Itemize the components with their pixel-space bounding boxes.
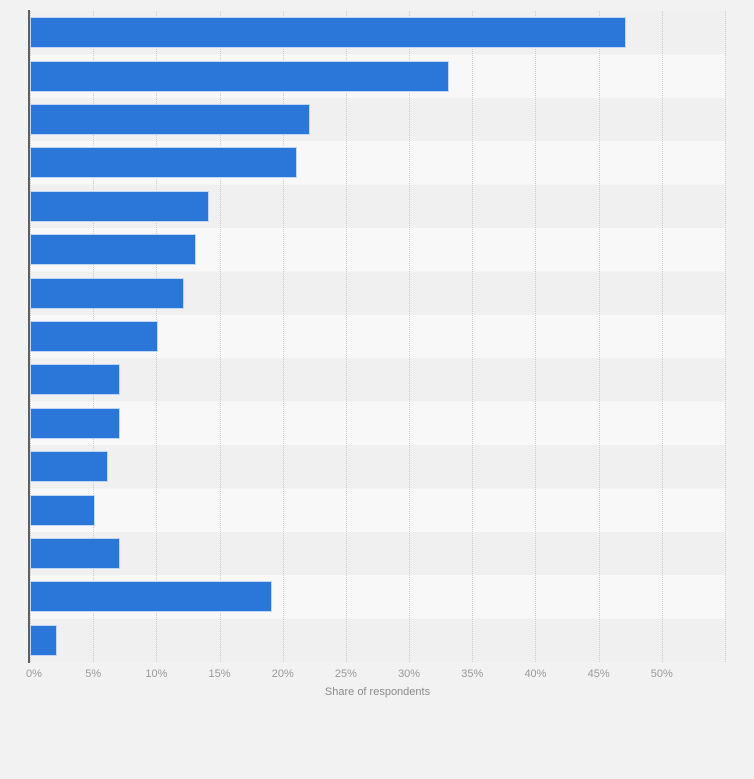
gridline bbox=[472, 11, 474, 662]
bar[interactable] bbox=[30, 581, 273, 613]
bar[interactable] bbox=[30, 321, 159, 353]
x-axis-tick: 45% bbox=[587, 668, 610, 680]
x-axis-tick: 30% bbox=[398, 668, 421, 680]
gridline bbox=[345, 11, 347, 662]
chart-row bbox=[30, 11, 725, 54]
bar[interactable] bbox=[30, 147, 298, 179]
bar[interactable] bbox=[30, 451, 108, 483]
bar[interactable] bbox=[30, 538, 121, 570]
x-axis-tick: 10% bbox=[145, 668, 168, 680]
bar[interactable] bbox=[30, 277, 184, 309]
chart-row bbox=[30, 532, 725, 575]
x-axis-tick: 35% bbox=[461, 668, 484, 680]
chart-row bbox=[30, 402, 725, 445]
gridline bbox=[661, 11, 663, 662]
x-axis-tick: 20% bbox=[271, 668, 294, 680]
chart-row bbox=[30, 271, 725, 314]
x-axis-tick: 25% bbox=[334, 668, 357, 680]
bar[interactable] bbox=[30, 494, 96, 526]
chart-row bbox=[30, 185, 725, 228]
x-axis-tick: 40% bbox=[524, 668, 547, 680]
x-axis-tick: 15% bbox=[208, 668, 231, 680]
chart-row bbox=[30, 98, 725, 141]
y-axis-line bbox=[28, 10, 30, 663]
chart-row bbox=[30, 575, 725, 618]
gridline bbox=[535, 11, 537, 662]
chart-row bbox=[30, 619, 725, 662]
chart-row bbox=[30, 54, 725, 97]
chart-row bbox=[30, 228, 725, 271]
bar-rows bbox=[30, 11, 725, 662]
bar[interactable] bbox=[30, 624, 58, 656]
gridline bbox=[598, 11, 600, 662]
chart-row bbox=[30, 315, 725, 358]
plot-area bbox=[30, 11, 726, 662]
chart-row bbox=[30, 488, 725, 531]
gridline bbox=[219, 11, 221, 662]
gridline bbox=[725, 11, 726, 662]
x-axis-tick: 5% bbox=[85, 668, 102, 680]
bar[interactable] bbox=[30, 60, 449, 92]
gridline bbox=[409, 11, 411, 662]
chart-row bbox=[30, 141, 725, 184]
chart-row bbox=[30, 445, 725, 488]
x-axis-tick: 0% bbox=[26, 668, 42, 680]
x-axis: 0% 5% 10% 15% 20% 25% 30% 35% 40% 45% 50% bbox=[26, 667, 725, 681]
bar[interactable] bbox=[30, 104, 310, 136]
bar[interactable] bbox=[30, 17, 626, 49]
chart-row bbox=[30, 358, 725, 401]
gridline bbox=[282, 11, 284, 662]
x-axis-tick: 50% bbox=[650, 668, 673, 680]
x-axis-title: Share of respondents bbox=[324, 686, 431, 698]
bar[interactable] bbox=[30, 364, 121, 396]
bar[interactable] bbox=[30, 190, 209, 222]
bar[interactable] bbox=[30, 234, 197, 266]
bar[interactable] bbox=[30, 407, 121, 439]
